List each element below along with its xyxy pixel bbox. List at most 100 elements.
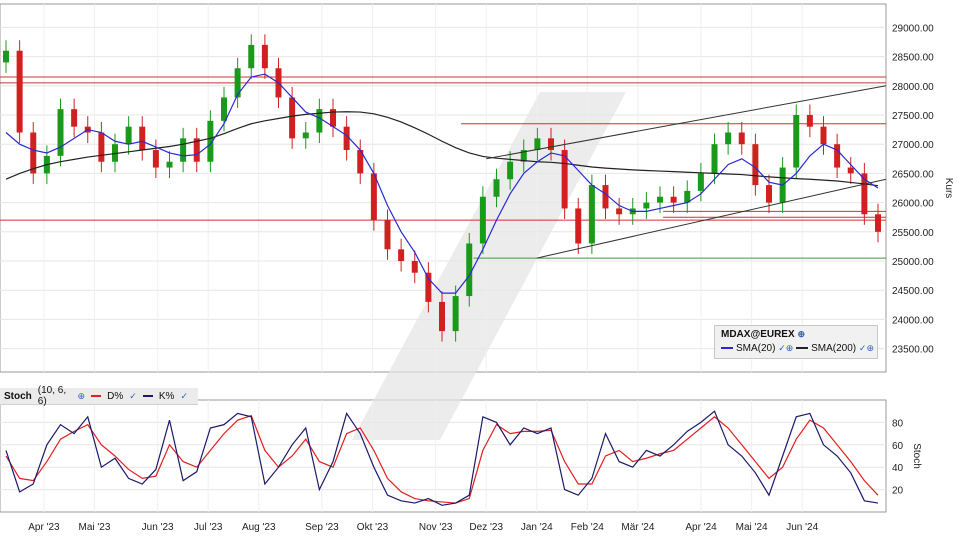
candle-body <box>861 173 868 215</box>
x-tick-label: Feb '24 <box>571 522 604 533</box>
candle-body <box>3 50 9 63</box>
stoch-tick-label: 20 <box>892 486 904 497</box>
x-tick-label: Jun '23 <box>142 522 174 533</box>
candle-body <box>507 161 514 180</box>
stoch-tick-label: 40 <box>892 463 904 474</box>
settings-icon[interactable]: ⊕ <box>77 390 86 401</box>
candle-body <box>398 249 405 262</box>
x-tick-label: Jun '24 <box>786 522 818 533</box>
k-swatch <box>142 395 153 397</box>
x-tick-label: Okt '23 <box>357 522 389 533</box>
candle-body <box>711 144 718 174</box>
candle-body <box>602 185 609 209</box>
y-tick-label: 25500.00 <box>892 228 934 239</box>
candle-body <box>180 138 187 162</box>
x-tick-label: Mai '23 <box>78 522 110 533</box>
settings-icon[interactable]: ⊕ <box>785 343 794 353</box>
check-icon[interactable]: ✓ <box>858 343 867 353</box>
candle-body <box>125 126 132 145</box>
candle-body <box>575 208 582 244</box>
x-tick-label: Aug '23 <box>242 522 276 533</box>
sma20-swatch <box>721 347 733 350</box>
stoch-tick-label: 80 <box>892 418 904 429</box>
candle-body <box>98 132 105 162</box>
check-icon[interactable]: ✓ <box>129 390 137 401</box>
stoch-title: Stoch <box>4 390 32 402</box>
candle-body <box>657 196 663 203</box>
x-tick-label: Jan '24 <box>521 522 553 533</box>
candle-body <box>834 144 841 168</box>
stoch-d-line <box>5 414 879 504</box>
settings-icon[interactable]: ⊕ <box>866 343 874 353</box>
d-label: D% <box>107 390 124 402</box>
x-tick-label: Apr '24 <box>685 522 717 533</box>
stoch-tick-label: 60 <box>892 441 904 452</box>
candle-body <box>261 44 268 69</box>
candle-body <box>766 185 772 203</box>
sma200-line <box>5 111 879 187</box>
candle-body <box>302 132 309 139</box>
sma20-label: SMA(20) <box>736 343 776 354</box>
y-axis-label: Kurs <box>943 178 954 199</box>
trendline <box>486 85 887 160</box>
candle-body <box>370 173 377 221</box>
y-tick-label: 25000.00 <box>892 257 934 268</box>
candle-body <box>684 190 691 203</box>
x-tick-label: Mai '24 <box>736 522 768 533</box>
candle-body <box>139 126 146 151</box>
candle-body <box>439 301 445 332</box>
candle-body <box>193 138 200 162</box>
trendline <box>536 178 887 259</box>
candle-body <box>384 220 391 250</box>
x-tick-label: Dez '23 <box>469 522 503 533</box>
candle-body <box>411 261 418 273</box>
candle-body <box>479 196 486 244</box>
y-tick-label: 28000.00 <box>892 82 934 93</box>
candle-body <box>847 167 854 174</box>
candle-body <box>248 44 255 69</box>
candle-body <box>289 97 296 139</box>
y-tick-label: 26500.00 <box>892 169 934 180</box>
candle-body <box>752 144 759 186</box>
x-tick-label: Mär '24 <box>621 522 654 533</box>
settings-icon[interactable]: ⊕ <box>797 329 805 339</box>
candle-body <box>806 114 813 127</box>
symbol-label: MDAX@EUREX <box>721 329 795 340</box>
candle-body <box>57 109 64 156</box>
sma20-line <box>5 73 879 294</box>
check-icon[interactable]: ✓ <box>180 390 188 401</box>
candle-body <box>452 296 459 332</box>
stoch-legend-bar: Stoch (10, 6, 6) ⊕ D% ✓ K% ✓ <box>0 385 198 407</box>
candle-body <box>330 109 336 127</box>
candle-body <box>221 97 227 121</box>
stoch-k-line <box>5 410 879 506</box>
x-tick-label: Nov '23 <box>419 522 453 533</box>
y-tick-label: 27000.00 <box>892 140 934 151</box>
check-icon[interactable]: ✓ <box>778 343 786 353</box>
candle-body <box>425 272 432 302</box>
candle-body <box>71 109 78 127</box>
candle-body <box>793 114 800 168</box>
sma200-label: SMA(200) <box>811 343 857 354</box>
candle-body <box>493 179 500 197</box>
candle-body <box>738 132 745 145</box>
candle-body <box>725 132 732 145</box>
candle-body <box>697 173 704 191</box>
y-tick-label: 24500.00 <box>892 286 934 297</box>
y-tick-label: 24000.00 <box>892 315 934 326</box>
candle-body <box>534 138 541 151</box>
candle-body <box>466 243 473 297</box>
candle-body <box>548 138 554 151</box>
candle-body <box>616 208 623 215</box>
x-tick-label: Apr '23 <box>28 522 60 533</box>
y-tick-label: 28500.00 <box>892 53 934 64</box>
y-tick-label: 27500.00 <box>892 111 934 122</box>
watermark-logo <box>352 92 626 440</box>
main-legend: MDAX@EUREX ⊕ SMA(20) ✓⊕ SMA(200) ✓⊕ <box>714 325 878 359</box>
x-tick-label: Sep '23 <box>305 522 339 533</box>
candle-body <box>234 68 241 98</box>
candle-body <box>16 50 23 133</box>
k-label: K% <box>158 390 175 402</box>
